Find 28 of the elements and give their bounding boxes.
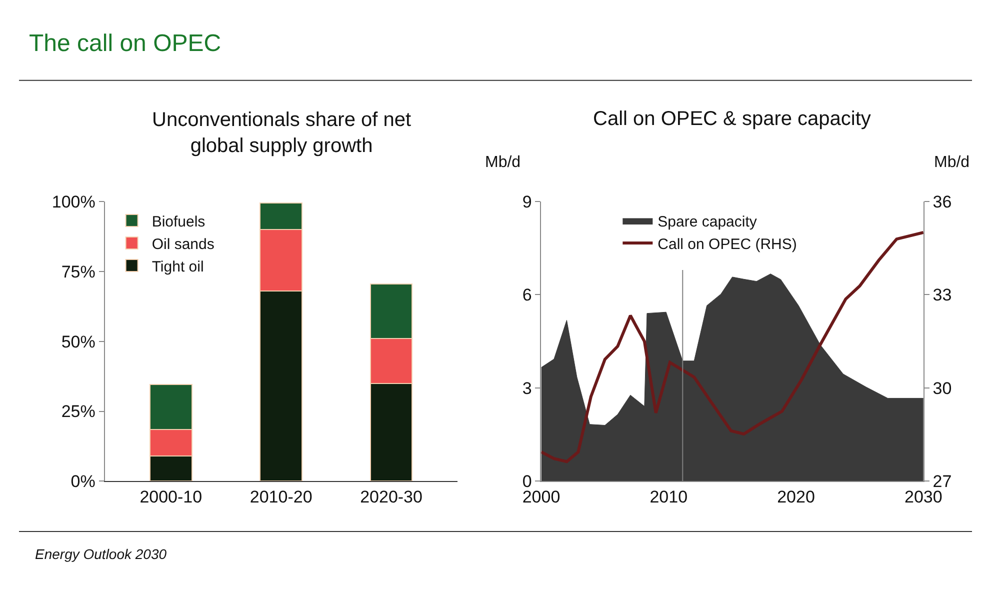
y-tick-label: 75%: [61, 262, 96, 282]
legend-label: Biofuels: [152, 213, 206, 230]
y-tick-label: 6: [522, 286, 532, 305]
x-tick-label: 2000-10: [140, 488, 202, 507]
y-axis-title: Mb/d: [485, 154, 521, 171]
y2-tick-label: 33: [932, 286, 952, 305]
x-tick-label: 2020: [777, 488, 815, 507]
text: The call on OPEC: [29, 30, 222, 57]
x-tick-label: 2010-20: [250, 488, 312, 507]
y-tick-label: 3: [522, 378, 532, 398]
legend-label: Oil sands: [152, 236, 214, 253]
y-tick-label: 100%: [52, 192, 96, 212]
text: Energy Outlook 2030: [35, 546, 167, 562]
y2-axis-title: Mb/d: [934, 154, 970, 171]
legend-label: Tight oil: [152, 258, 204, 276]
chart-title: Call on OPEC & spare capacity: [593, 108, 871, 130]
x-tick-label: 2020-30: [360, 488, 422, 507]
y2-tick-label: 36: [932, 192, 952, 212]
legend-label: Spare capacity: [658, 213, 758, 230]
chart-title: Unconventionals share of net global supply growth: [152, 109, 412, 157]
x-tick-label: 2010: [650, 488, 688, 507]
y-tick-label: 0%: [70, 472, 96, 492]
line-series: [541, 231, 924, 464]
y-tick-label: 9: [522, 192, 532, 212]
y-tick-label: 50%: [61, 332, 96, 352]
legend-label: Call on OPEC (RHS): [658, 236, 797, 253]
y-tick-label: 25%: [61, 402, 96, 422]
y2-tick-label: 30: [932, 378, 952, 398]
